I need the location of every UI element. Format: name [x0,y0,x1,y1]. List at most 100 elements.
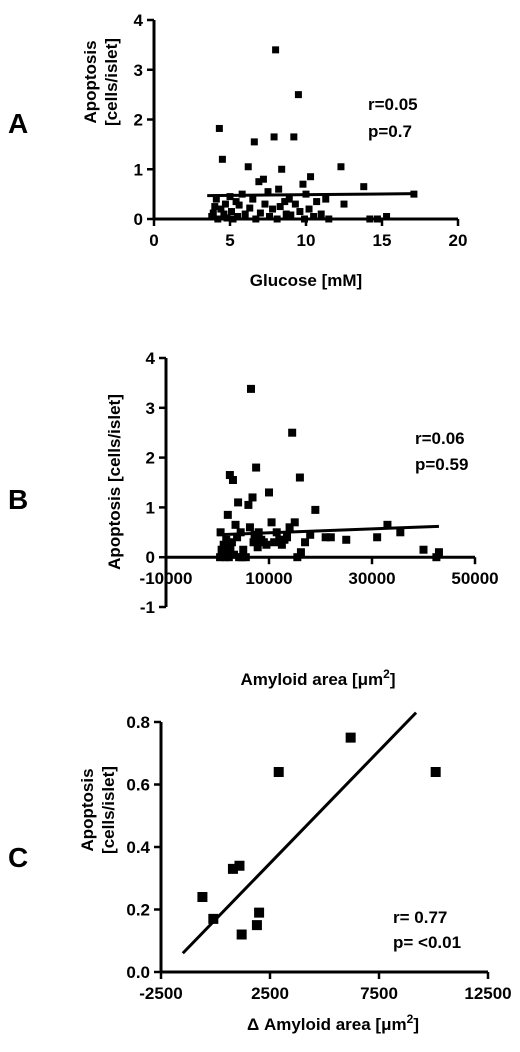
panel-a-data-point [238,190,246,198]
panel-b-ytick-label: -1 [140,598,155,617]
panel-b-ytick-label: 3 [146,399,155,418]
panel-a-data-point [278,165,286,173]
panel-b-data-point [250,530,259,539]
panel-b-data-point [290,518,299,527]
panel-a-data-point [307,173,315,181]
panel-c-annotation-p: p= <0.01 [393,933,461,952]
panel-b-ylabel: Apoptosis [cells/islet] [105,394,124,570]
panel-a-data-point [360,183,368,191]
panel-b-data-point [275,535,284,544]
panel-c-ylabel-line1: Apoptosis [78,768,97,851]
panel-b-data-point [223,510,232,519]
panel-c-xtick-label: 2500 [251,984,289,1003]
panel-a-data-point [261,200,269,208]
panel-a-data-point [235,201,243,209]
panel-c-regression-line [181,711,418,955]
panel-a-ylabel-line1: Apoptosis [81,40,100,123]
panel-c-data-point [234,860,245,871]
panel-a-data-point [209,209,217,217]
panel-a-ytick-label: 1 [134,160,143,179]
panel-b-data-point [419,545,428,554]
panel-a-data-point [281,198,289,206]
panel-b-data-point [288,428,297,437]
panel-b-xlabel-sup: 2 [383,667,390,681]
panel-a-data-point [300,215,308,223]
panel-a-data-point [313,198,321,206]
panel-b-data-point [396,528,405,537]
panel-c-xlabel-sup: 2 [407,1012,414,1026]
panel-b-data-point [236,528,245,537]
panel-a-data-point [322,195,330,203]
panel-a-data-point [272,46,280,54]
panel-c-ylabel-line2: [cells/islet] [99,766,118,854]
panel-a-data-point [305,205,313,213]
panel-letter-c: C [8,842,28,873]
panel-b-data-point [234,498,243,507]
panel-a-data-point [250,138,258,146]
panel-a-data-point [285,195,293,203]
panel-b-data-point [267,518,276,527]
panel-b-data-point [227,538,236,547]
panel-a-xtick-label: 0 [149,231,158,250]
panel-a-data-point [234,213,242,221]
panel-b-data-point [306,530,315,539]
panel-b-xtick-label: 10000 [245,569,292,588]
panel-c-data-point [345,732,356,743]
panel-b-data-point [254,528,263,537]
panel-b-ytick-label: 0 [146,548,155,567]
panel-a-data-point [291,200,299,208]
panel-a-data-point [317,210,325,218]
panel-a-data-point [241,210,249,218]
panel-b-data-point [342,535,351,544]
panel-a-xtick-label: 5 [225,231,234,250]
panel-b-data-point [272,528,281,537]
panel-c-ytick-label: 0.4 [126,838,150,857]
panel-c-data-point [430,767,441,777]
panel-a-data-point [287,211,295,219]
panel-a-data-point [221,200,229,208]
panel-a-data-point [244,163,252,171]
panel-a-xlabel: Glucose [mM] [250,271,362,290]
panel-c-xtick-label: 7500 [360,984,398,1003]
panel-b-data-point [301,538,310,547]
panel-b-data-point [219,540,228,549]
panel-letter-b: B [8,484,28,515]
panel-c-xlabel-delta: Δ [247,1015,259,1034]
panel-c-data-point [208,913,219,924]
panel-a-data-point [340,200,348,208]
panel-a-data-point [366,215,374,223]
panel-c-data-point [236,929,247,940]
panel-c-xlabel: Δ Amyloid area [μm2] [247,1012,419,1034]
panel-a-data-point [273,215,281,223]
panel-a-data-point [276,203,284,211]
panel-b-data-point [216,528,225,537]
panel-b-data-point [326,533,335,542]
panel-a-annotation-r: r=0.05 [368,95,418,114]
panel-a-ytick-label: 3 [134,61,143,80]
panel-c-data-point [197,892,208,902]
panel-b-data-point [239,545,248,554]
panel-b-data-point [252,463,261,472]
panel-c-xlabel-text: Amyloid area [ [259,1015,381,1034]
panel-b: B Apoptosis [cells/islet] Amyloid area [… [8,349,499,689]
panel-a-data-point [214,215,222,223]
panel-b-data-point [248,493,257,502]
panel-a-annotation-p: p=0.7 [368,122,412,141]
panel-a-data-point [211,203,219,211]
panel-a-ytick-label: 0 [134,210,143,229]
panel-b-annotation-p: p=0.59 [415,455,468,474]
panel-a-data-point [259,175,267,183]
panel-b-data-point [285,523,294,532]
panel-b-data-point [270,538,279,547]
panel-b-data-point [231,520,240,529]
panel-a-ytick-label: 2 [134,111,143,130]
panel-b-data-point [295,473,304,482]
panel-a-data-point [266,213,274,221]
panel-b-data-point [222,535,231,544]
panel-b-data-point [228,476,237,485]
panel-a-data-point [212,195,220,203]
panel-a-data-point [220,210,228,218]
panel-a-data-point [269,205,277,213]
panel-b-xlabel-unit: μm [358,670,384,689]
panel-a-data-point [296,208,304,216]
